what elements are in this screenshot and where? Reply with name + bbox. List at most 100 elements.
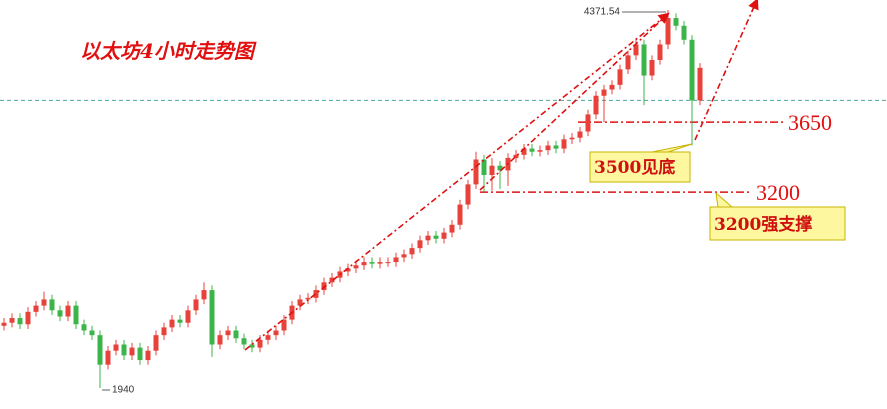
candle-body [1, 322, 7, 326]
candle-body [57, 310, 63, 317]
candle-body [137, 347, 143, 361]
candles [1, 10, 703, 389]
callout-box [589, 143, 693, 183]
chart-title: 以太坊4小时走势图 [80, 39, 257, 63]
candle-body [513, 154, 519, 158]
candle-body [649, 60, 655, 76]
candle-body [265, 335, 271, 340]
candle-body [97, 335, 103, 365]
candle-body [353, 265, 359, 269]
trend-line [479, 13, 669, 191]
candle-body [633, 44, 639, 56]
candle-body [425, 235, 431, 241]
candle-body [345, 268, 351, 272]
candle-body [249, 344, 255, 348]
candle-body [593, 95, 599, 115]
candle-body [569, 137, 575, 140]
candle-body [161, 327, 167, 336]
candle-body [433, 235, 439, 239]
annotation-lines [0, 99, 887, 193]
candle-body [641, 44, 647, 76]
forecast-arrow [694, 0, 759, 141]
candle-body [601, 89, 607, 96]
candle-body [49, 299, 55, 311]
candle-body [481, 159, 487, 176]
candle-body [393, 257, 399, 263]
candle-body [673, 18, 679, 26]
candle-body [561, 139, 567, 149]
candle-body [281, 319, 287, 331]
candle-body [217, 335, 223, 345]
candle-body [465, 184, 471, 205]
candle-body [185, 310, 191, 323]
candle-body [241, 338, 247, 345]
candle-body [441, 232, 447, 239]
candle-body [457, 204, 463, 225]
candle-body [105, 350, 111, 365]
candle-body [113, 344, 119, 351]
candle-body [449, 224, 455, 233]
candle-body [177, 319, 183, 323]
candle-body [209, 290, 215, 345]
candle-body [553, 145, 559, 149]
candle-body [81, 324, 87, 331]
candle-body [129, 347, 135, 356]
candle-body [193, 299, 199, 311]
candle-body [65, 305, 71, 317]
candle-body [585, 114, 591, 132]
candle-body [257, 339, 263, 348]
candle-body [489, 165, 495, 176]
candle-body [401, 254, 407, 258]
candle-body [529, 148, 535, 152]
candle-body [361, 262, 367, 266]
candle-body [233, 330, 239, 339]
callout-text: 3200强支撑 [714, 214, 812, 235]
candle-body [369, 262, 375, 264]
candle-body [321, 282, 327, 291]
callout-box [709, 191, 846, 241]
candle-body [657, 44, 663, 61]
candle-body [385, 262, 391, 264]
candle-body [521, 148, 527, 155]
candle-body [41, 299, 47, 306]
candle-body [313, 290, 319, 298]
candle-body [697, 67, 703, 101]
candle-body [329, 277, 335, 283]
candle-body [545, 145, 551, 151]
candle-body [609, 84, 615, 90]
candle-body [665, 18, 671, 45]
candle-body [201, 290, 207, 300]
candle-body [33, 305, 39, 312]
candle-body [409, 248, 415, 255]
candle-body [225, 330, 231, 336]
callout-text: 3500见底 [594, 157, 675, 178]
candle-body [153, 335, 159, 351]
candle-body [17, 318, 23, 325]
level-label: 3200 [756, 180, 800, 205]
candle-body [89, 330, 95, 336]
candle-body [537, 150, 543, 152]
trend-arrow [244, 12, 670, 351]
candle-body [417, 240, 423, 249]
candle-body [273, 330, 279, 336]
low-label: 1940 [112, 385, 135, 396]
candle-body [121, 344, 127, 356]
candle-body [497, 165, 503, 171]
candle-body [681, 25, 687, 40]
candle-body [305, 297, 311, 300]
candle-body [145, 350, 151, 361]
annotations: 3500见底 3200强支撑 以太坊4小时走势图 3650 3200 4371.54… [80, 0, 846, 396]
candle-body [473, 159, 479, 185]
high-label: 4371.54 [584, 7, 621, 18]
candle-body [25, 311, 31, 325]
candle-body [689, 39, 695, 101]
candle-body [577, 131, 583, 138]
candle-body [625, 55, 631, 70]
candle-body [377, 262, 383, 264]
candle-body [617, 69, 623, 85]
candle-body [9, 318, 15, 323]
candle-body [73, 305, 79, 325]
level-label: 3650 [788, 110, 832, 135]
candle-body [297, 299, 303, 306]
